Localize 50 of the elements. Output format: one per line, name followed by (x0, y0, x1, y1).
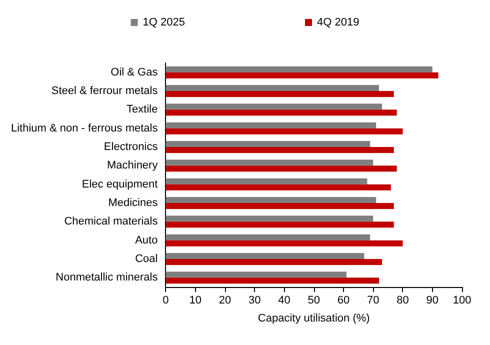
x-tick-label: 80 (396, 294, 409, 306)
bar (166, 240, 403, 246)
bar (166, 197, 376, 203)
y-tick-label: Medicines (108, 197, 158, 209)
bar (166, 141, 370, 147)
bar (166, 85, 380, 91)
x-tick-label: 20 (218, 294, 232, 306)
bar (166, 110, 397, 116)
bar (166, 160, 374, 166)
bar (166, 147, 394, 153)
legend-label: 4Q 2019 (317, 16, 360, 28)
x-axis-title: Capacity utilisation (%) (258, 312, 370, 324)
bar (166, 166, 397, 172)
bar (166, 203, 394, 209)
y-tick-label: Electronics (104, 141, 158, 153)
x-tick-label: 10 (189, 294, 202, 306)
bar (166, 66, 432, 72)
x-tick-label: 40 (278, 294, 290, 306)
bar (166, 222, 394, 228)
bar (166, 259, 382, 265)
bar (166, 234, 370, 240)
bar (166, 128, 403, 134)
bar (166, 184, 391, 190)
bar (166, 72, 438, 78)
bar (166, 122, 376, 128)
x-tick-label: 30 (248, 294, 261, 306)
bar (166, 178, 368, 184)
y-tick-label: Auto (135, 234, 158, 246)
bar (166, 216, 374, 222)
x-tick-label: 60 (337, 294, 350, 306)
y-tick-label: Chemical materials (64, 216, 158, 228)
bar (166, 91, 394, 97)
x-tick-label: 50 (308, 294, 320, 306)
y-tick-label: Steel & ferrour metals (51, 85, 158, 97)
x-tick-label: 90 (426, 294, 438, 306)
x-tick-label: 0 (162, 294, 169, 306)
bar (166, 272, 346, 278)
y-tick-label: Nonmetallic minerals (56, 272, 158, 284)
y-tick-label: Oil & Gas (110, 66, 158, 78)
x-tick-label: 100 (452, 294, 472, 306)
bar (166, 278, 380, 284)
x-tick-label: 70 (366, 294, 380, 306)
y-tick-label: Coal (135, 253, 158, 265)
y-tick-label: Textile (126, 104, 158, 116)
bar (166, 253, 364, 259)
y-tick-label: Elec equipment (82, 178, 158, 190)
y-tick-label: Machinery (106, 160, 158, 172)
legend-label: 1Q 2025 (142, 16, 185, 28)
y-tick-label: Lithium & non - ferrous metals (10, 122, 158, 134)
bar (166, 104, 382, 110)
